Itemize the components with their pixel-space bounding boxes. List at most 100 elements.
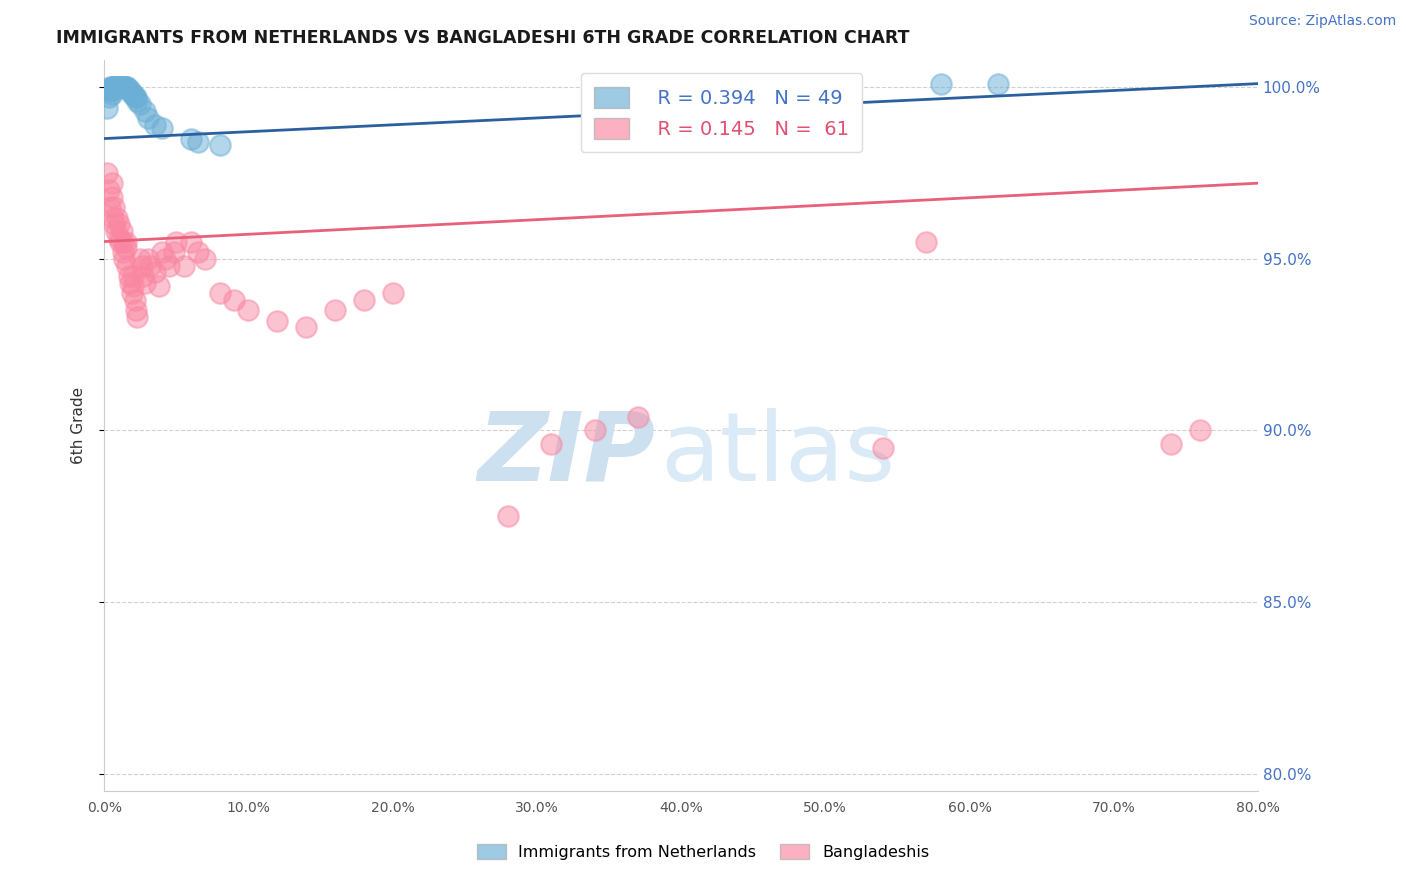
Point	[96, 166, 118, 180]
Point	[107, 80, 129, 95]
Point	[129, 252, 152, 266]
Point	[108, 80, 131, 95]
Point	[107, 80, 129, 95]
Point	[929, 77, 952, 91]
Point	[101, 211, 124, 225]
Point	[118, 268, 141, 283]
Point	[148, 279, 170, 293]
Point	[915, 235, 938, 249]
Point	[117, 259, 139, 273]
Point	[117, 80, 139, 95]
Y-axis label: 6th Grade: 6th Grade	[72, 386, 86, 464]
Point	[104, 224, 127, 238]
Point	[115, 241, 138, 255]
Point	[136, 252, 159, 266]
Point	[98, 80, 121, 95]
Point	[150, 121, 173, 136]
Point	[100, 190, 122, 204]
Point	[108, 235, 131, 249]
Point	[108, 80, 131, 95]
Point	[180, 235, 202, 249]
Legend:   R = 0.394   N = 49,   R = 0.145   N =  61: R = 0.394 N = 49, R = 0.145 N = 61	[581, 73, 862, 153]
Point	[134, 276, 156, 290]
Point	[496, 509, 519, 524]
Point	[1160, 437, 1182, 451]
Point	[121, 87, 143, 101]
Point	[180, 131, 202, 145]
Point	[110, 80, 132, 95]
Point	[100, 176, 122, 190]
Point	[104, 80, 127, 95]
Point	[112, 244, 135, 259]
Point	[97, 183, 120, 197]
Point	[97, 90, 120, 104]
Point	[150, 244, 173, 259]
Point	[114, 80, 136, 95]
Point	[114, 252, 136, 266]
Point	[101, 83, 124, 97]
Point	[101, 80, 124, 95]
Point	[105, 80, 128, 95]
Point	[120, 83, 142, 97]
Point	[103, 80, 125, 95]
Point	[208, 286, 231, 301]
Point	[105, 211, 128, 225]
Point	[127, 310, 149, 324]
Point	[115, 80, 138, 95]
Point	[98, 200, 121, 214]
Point	[110, 224, 132, 238]
Point	[323, 303, 346, 318]
Point	[125, 303, 148, 318]
Point	[136, 111, 159, 125]
Point	[583, 423, 606, 437]
Point	[104, 80, 127, 95]
Text: IMMIGRANTS FROM NETHERLANDS VS BANGLADESHI 6TH GRADE CORRELATION CHART: IMMIGRANTS FROM NETHERLANDS VS BANGLADES…	[56, 29, 910, 46]
Point	[131, 259, 153, 273]
Point	[98, 83, 121, 97]
Point	[872, 441, 894, 455]
Point	[107, 218, 129, 232]
Point	[353, 293, 375, 307]
Point	[112, 80, 135, 95]
Point	[96, 101, 118, 115]
Legend: Immigrants from Netherlands, Bangladeshis: Immigrants from Netherlands, Bangladeshi…	[470, 836, 936, 868]
Point	[103, 218, 125, 232]
Point	[122, 268, 145, 283]
Point	[187, 135, 209, 149]
Point	[107, 231, 129, 245]
Point	[627, 409, 650, 424]
Point	[110, 80, 132, 95]
Point	[153, 252, 176, 266]
Point	[124, 293, 146, 307]
Point	[143, 265, 166, 279]
Point	[165, 235, 187, 249]
Text: atlas: atlas	[661, 408, 896, 501]
Point	[105, 80, 128, 95]
Point	[122, 87, 145, 101]
Point	[112, 80, 135, 95]
Point	[104, 80, 127, 95]
Point	[110, 80, 132, 95]
Point	[103, 80, 125, 95]
Point	[295, 320, 318, 334]
Point	[118, 83, 141, 97]
Point	[122, 279, 145, 293]
Point	[139, 259, 162, 273]
Point	[115, 80, 138, 95]
Point	[112, 235, 135, 249]
Point	[107, 80, 129, 95]
Point	[124, 90, 146, 104]
Point	[194, 252, 217, 266]
Point	[103, 80, 125, 95]
Point	[540, 437, 562, 451]
Point	[381, 286, 404, 301]
Point	[1189, 423, 1212, 437]
Point	[143, 118, 166, 132]
Point	[266, 313, 288, 327]
Point	[121, 286, 143, 301]
Point	[157, 259, 180, 273]
Point	[115, 235, 138, 249]
Point	[238, 303, 260, 318]
Point	[187, 244, 209, 259]
Point	[127, 94, 149, 108]
